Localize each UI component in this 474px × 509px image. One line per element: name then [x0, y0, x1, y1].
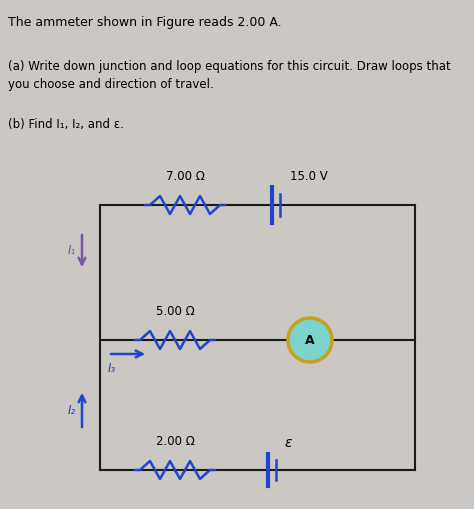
Text: (a) Write down junction and loop equations for this circuit. Draw loops that: (a) Write down junction and loop equatio… [8, 60, 451, 73]
Text: ε: ε [284, 436, 292, 450]
Text: you choose and direction of travel.: you choose and direction of travel. [8, 78, 214, 91]
Text: I₃: I₃ [108, 362, 116, 375]
Text: 2.00 Ω: 2.00 Ω [155, 435, 194, 448]
Text: (b) Find I₁, I₂, and ε.: (b) Find I₁, I₂, and ε. [8, 118, 124, 131]
Text: I₁: I₁ [68, 244, 76, 258]
Text: 15.0 V: 15.0 V [290, 170, 328, 183]
Text: 5.00 Ω: 5.00 Ω [155, 305, 194, 318]
Text: I₂: I₂ [68, 404, 76, 416]
Text: 7.00 Ω: 7.00 Ω [165, 170, 204, 183]
Circle shape [288, 318, 332, 362]
Text: The ammeter shown in Figure reads 2.00 A.: The ammeter shown in Figure reads 2.00 A… [8, 16, 282, 29]
Text: A: A [305, 333, 315, 347]
